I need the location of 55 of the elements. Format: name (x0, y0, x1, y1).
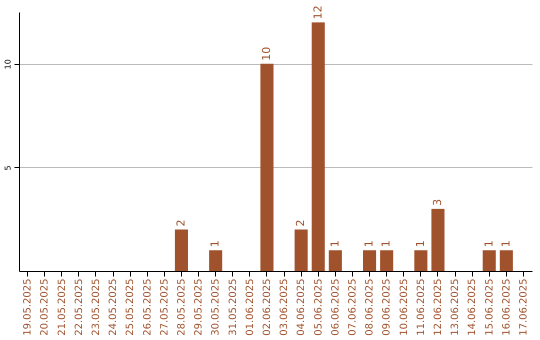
data-label: 1 (482, 240, 496, 248)
x-tick-label: 30.05.2025 (210, 278, 222, 336)
bar (380, 250, 394, 271)
bar (414, 250, 428, 271)
x-tick-label: 13.06.2025 (450, 278, 462, 336)
x-tick-label: 24.05.2025 (108, 278, 120, 336)
bar (431, 208, 444, 271)
x-tick-label: 17.06.2025 (518, 278, 530, 336)
x-tick-label: 02.06.2025 (262, 278, 273, 336)
x-tick-label: 16.06.2025 (501, 278, 512, 336)
x-tick-label: 14.06.2025 (467, 278, 478, 336)
x-tick-label: 23.05.2025 (90, 278, 102, 336)
x-tick-label: 04.06.2025 (296, 278, 308, 336)
data-label: 2 (294, 220, 308, 227)
bar (328, 250, 342, 271)
x-tick-label: 31.05.2025 (228, 278, 239, 336)
bar (363, 250, 376, 271)
x-tick-label: 12.06.2025 (432, 278, 444, 336)
data-label: 1 (362, 240, 376, 248)
x-tick-label: 29.05.2025 (194, 278, 205, 336)
bar (294, 230, 308, 271)
x-tick-label: 15.06.2025 (484, 278, 496, 336)
x-tick-label: 09.06.2025 (382, 278, 393, 336)
data-label: 10 (260, 46, 273, 61)
x-tick-label: 28.05.2025 (176, 278, 188, 336)
data-label: 1 (414, 240, 427, 248)
x-tick-label: 20.05.2025 (40, 278, 51, 336)
data-label: 2 (174, 220, 188, 227)
data-label: 3 (430, 198, 444, 206)
bar (312, 22, 325, 271)
data-label: 1 (499, 240, 512, 248)
bar (482, 250, 496, 271)
data-label: 1 (380, 240, 393, 248)
bar (260, 64, 274, 271)
x-tick-label: 21.05.2025 (56, 278, 68, 336)
bar (174, 230, 188, 271)
x-tick-label: 25.05.2025 (125, 278, 136, 336)
x-tick-label: 07.06.2025 (347, 278, 358, 336)
data-label: 1 (208, 240, 222, 248)
x-tick-label: 06.06.2025 (330, 278, 342, 336)
x-tick-label: 11.06.2025 (416, 278, 427, 336)
x-tick-label: 05.06.2025 (313, 278, 324, 336)
y-tick-label: 5 (4, 165, 12, 170)
x-tick-label: 19.05.2025 (22, 278, 34, 336)
x-tick-label: 08.06.2025 (364, 278, 376, 336)
x-tick-label: 03.06.2025 (279, 278, 290, 336)
bar (500, 250, 513, 271)
x-tick-label: 26.05.2025 (142, 278, 154, 336)
bar (209, 250, 222, 271)
x-tick-label: 22.05.2025 (74, 278, 85, 336)
x-tick-label: 10.06.2025 (398, 278, 410, 336)
x-tick-label: 01.06.2025 (244, 278, 256, 336)
x-tick-label: 27.05.2025 (159, 278, 170, 336)
data-label: 1 (328, 240, 342, 248)
data-label: 12 (311, 5, 324, 20)
